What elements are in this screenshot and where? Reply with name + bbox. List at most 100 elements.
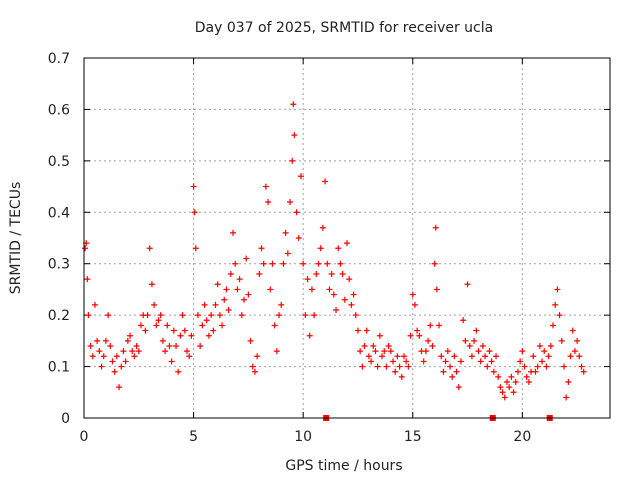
data-point <box>188 332 195 339</box>
data-point <box>457 358 464 365</box>
data-point <box>322 178 329 185</box>
data-point <box>201 301 208 308</box>
data-point <box>560 363 567 370</box>
data-point <box>453 368 460 375</box>
data-point <box>328 271 335 277</box>
y-tick-label: 0.4 <box>48 205 70 221</box>
data-point <box>536 343 543 349</box>
data-point <box>431 260 438 267</box>
data-point <box>151 301 158 308</box>
data-point <box>168 358 175 365</box>
y-tick-label: 0.7 <box>48 51 70 67</box>
data-point <box>87 343 94 349</box>
data-point <box>269 260 276 267</box>
data-point <box>179 312 186 319</box>
data-point <box>157 312 164 319</box>
data-point <box>385 343 392 349</box>
data-point <box>449 373 456 380</box>
data-point <box>523 373 530 380</box>
data-point <box>499 389 506 396</box>
data-point <box>273 348 280 355</box>
data-point <box>166 343 173 349</box>
data-point <box>510 389 517 396</box>
data-point <box>297 173 304 180</box>
data-point <box>199 322 206 329</box>
data-point <box>144 312 151 319</box>
data-point <box>208 312 215 319</box>
data-point <box>400 353 407 360</box>
data-point <box>127 332 134 339</box>
data-point <box>197 343 204 349</box>
data-point <box>563 394 570 401</box>
data-point <box>390 358 397 365</box>
data-point <box>238 312 245 319</box>
data-point <box>354 327 361 334</box>
data-point <box>370 343 377 349</box>
data-point <box>291 132 298 139</box>
data-point <box>194 312 201 319</box>
data-point <box>550 322 557 329</box>
y-tick-label: 0.5 <box>48 154 70 170</box>
data-point <box>525 379 532 385</box>
data-point <box>234 286 241 293</box>
data-point <box>508 373 515 380</box>
data-point <box>96 348 103 355</box>
data-point <box>547 343 554 349</box>
data-point <box>416 332 423 339</box>
data-point <box>363 327 370 334</box>
data-point <box>94 337 101 344</box>
data-point <box>243 255 250 262</box>
data-point <box>129 348 136 355</box>
data-point <box>405 363 412 370</box>
data-point <box>532 368 539 375</box>
data-point <box>262 183 269 190</box>
data-point <box>276 312 283 319</box>
data-point <box>466 343 473 349</box>
data-point <box>414 327 421 334</box>
data-point <box>173 343 180 349</box>
data-point <box>407 332 414 339</box>
data-point <box>162 348 169 355</box>
data-point <box>333 307 340 313</box>
data-point <box>486 348 493 355</box>
data-point <box>287 199 294 205</box>
y-tick-label: 0.2 <box>48 308 70 324</box>
data-point <box>221 296 228 303</box>
data-point <box>100 353 107 360</box>
data-point <box>98 363 105 370</box>
data-point <box>411 301 418 308</box>
data-point <box>409 291 416 298</box>
data-point <box>475 348 482 355</box>
data-point <box>212 301 219 308</box>
data-point <box>302 312 309 319</box>
data-point <box>381 348 388 355</box>
data-point <box>282 229 289 236</box>
data-point <box>271 322 278 329</box>
data-point <box>227 271 234 277</box>
data-point <box>464 281 471 288</box>
data-points <box>82 101 587 421</box>
data-point <box>280 260 287 267</box>
data-point <box>120 348 127 355</box>
data-point <box>567 353 574 360</box>
data-point <box>425 337 432 344</box>
data-point <box>267 286 274 293</box>
data-point <box>284 250 291 257</box>
data-point <box>460 317 467 324</box>
data-point <box>153 322 160 329</box>
data-point <box>497 384 504 391</box>
grid <box>84 58 610 418</box>
y-tick-label: 0.3 <box>48 257 70 273</box>
axis-tick-labels: 0 5 10 15 20 0 0.1 0.2 0.3 0.4 0.5 0.6 0.7 <box>48 51 532 445</box>
data-point <box>503 379 510 385</box>
data-point <box>451 353 458 360</box>
data-point <box>468 353 475 360</box>
data-point <box>247 337 254 344</box>
data-point <box>514 368 521 375</box>
data-point <box>350 291 357 298</box>
data-point <box>530 353 537 360</box>
data-point <box>348 301 355 308</box>
data-point <box>256 271 263 277</box>
data-point <box>258 245 265 252</box>
data-point <box>398 373 405 380</box>
